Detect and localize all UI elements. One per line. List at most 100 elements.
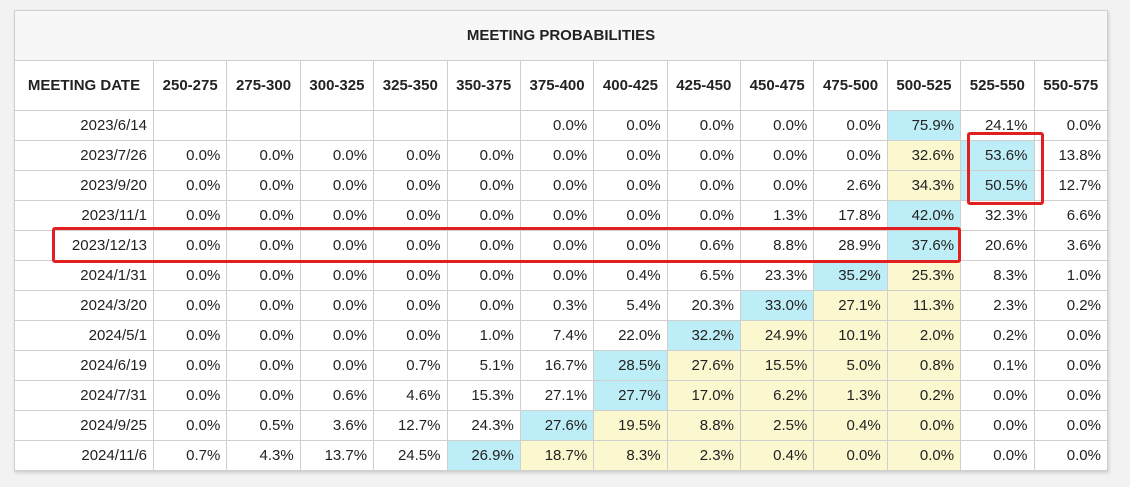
probability-cell: 15.5%	[739, 350, 815, 381]
meeting-date-cell: 2024/3/20	[14, 290, 154, 321]
probability-cell: 0.2%	[960, 320, 1035, 351]
probability-cell: 0.4%	[739, 440, 815, 471]
probability-cell: 0.0%	[813, 440, 888, 471]
probability-cell: 32.6%	[886, 140, 962, 171]
table-row: 2023/7/26 0.0% 0.0% 0.0% 0.0% 0.0% 0.0% 0.0% 0.0…	[14, 140, 1108, 171]
probability-cell: 7.4%	[519, 320, 595, 351]
header-rate-425-450: 425-450	[666, 60, 742, 111]
probability-cell: 6.6%	[1033, 200, 1108, 231]
header-rate-450-475: 450-475	[739, 60, 815, 111]
probability-cell: 11.3%	[886, 290, 962, 321]
probability-cell: 0.0%	[226, 350, 301, 381]
probability-cell: 0.0%	[813, 140, 888, 171]
probability-cell: 26.9%	[446, 440, 521, 471]
probability-cell: 0.5%	[226, 410, 301, 441]
probability-cell: 0.0%	[739, 140, 815, 171]
probability-cell: 3.6%	[299, 410, 375, 441]
probability-cell: 0.0%	[519, 110, 595, 141]
probability-cell: 5.0%	[813, 350, 888, 381]
probability-cell: 0.0%	[152, 410, 228, 441]
probability-cell: 27.1%	[519, 380, 595, 411]
probability-cell: 0.0%	[299, 140, 375, 171]
probability-cell: 0.0%	[299, 260, 375, 291]
header-rate-525-550: 525-550	[960, 60, 1035, 111]
probability-cell: 0.7%	[152, 440, 228, 471]
probability-cell: 0.0%	[446, 260, 521, 291]
probability-cell: 50.5%	[960, 170, 1035, 201]
probability-cell: 4.3%	[226, 440, 301, 471]
probability-cell: 0.0%	[152, 200, 228, 231]
probability-cell: 4.6%	[373, 380, 448, 411]
probability-cell: 37.6%	[886, 230, 962, 261]
probability-cell: 0.0%	[152, 290, 228, 321]
probability-cell: 1.3%	[813, 380, 888, 411]
meeting-date-cell: 2024/1/31	[14, 260, 154, 291]
probability-cell: 28.5%	[593, 350, 668, 381]
probability-cell: 2.0%	[886, 320, 962, 351]
probability-cell: 24.9%	[739, 320, 815, 351]
probability-cell: 27.6%	[666, 350, 742, 381]
probability-cell: 0.0%	[373, 230, 448, 261]
probability-cell: 5.4%	[593, 290, 668, 321]
probability-cell: 0.0%	[593, 110, 668, 141]
probability-cell: 0.0%	[519, 140, 595, 171]
probability-cell: 5.1%	[446, 350, 521, 381]
probability-cell: 0.0%	[299, 200, 375, 231]
probability-cell: 2.3%	[666, 440, 742, 471]
probability-cell: 0.0%	[373, 320, 448, 351]
probability-cell: 0.0%	[1033, 110, 1108, 141]
probability-cell: 1.0%	[1033, 260, 1108, 291]
probability-cell: 0.0%	[226, 230, 301, 261]
probability-cell: 24.1%	[960, 110, 1035, 141]
probability-cell: 0.0%	[152, 170, 228, 201]
probability-cell: 27.6%	[519, 410, 595, 441]
table-row: 2024/3/20 0.0% 0.0% 0.0% 0.0% 0.0% 0.3% 5.4% 20.…	[14, 290, 1108, 321]
probability-cell	[299, 110, 375, 141]
header-rate-550-575: 550-575	[1033, 60, 1108, 111]
probability-cell: 27.1%	[813, 290, 888, 321]
probability-cell: 0.1%	[960, 350, 1035, 381]
probability-cell: 0.0%	[1033, 410, 1108, 441]
header-rate-275-300: 275-300	[226, 60, 301, 111]
meeting-date-cell: 2023/11/1	[14, 200, 154, 231]
probability-cell: 0.3%	[519, 290, 595, 321]
probability-cell: 0.0%	[519, 260, 595, 291]
probability-cell: 0.0%	[739, 110, 815, 141]
probability-cell: 0.2%	[1033, 290, 1108, 321]
table-title: MEETING PROBABILITIES	[14, 10, 1108, 61]
probability-cell: 12.7%	[373, 410, 448, 441]
table-row: 2023/9/20 0.0% 0.0% 0.0% 0.0% 0.0% 0.0% 0.0% 0.0…	[14, 170, 1108, 201]
probability-cell: 0.0%	[299, 290, 375, 321]
probability-cell: 0.0%	[593, 140, 668, 171]
probability-cell: 2.5%	[739, 410, 815, 441]
probability-cell: 24.5%	[373, 440, 448, 471]
probability-cell: 20.6%	[960, 230, 1035, 261]
table-row: 2024/1/31 0.0% 0.0% 0.0% 0.0% 0.0% 0.0% 0.4% 6.5…	[14, 260, 1108, 291]
header-row: MEETING DATE 250-275 275-300 300-325 325-35…	[14, 60, 1108, 111]
probability-cell: 0.0%	[226, 260, 301, 291]
probability-cell: 12.7%	[1033, 170, 1108, 201]
probability-cell: 0.0%	[226, 320, 301, 351]
probability-cell: 42.0%	[886, 200, 962, 231]
probability-cell: 0.0%	[666, 170, 742, 201]
header-rate-400-425: 400-425	[593, 60, 668, 111]
probability-cell: 53.6%	[960, 140, 1035, 171]
probability-cell: 0.0%	[299, 320, 375, 351]
probability-cell: 0.0%	[299, 230, 375, 261]
probability-cell: 0.0%	[152, 140, 228, 171]
meeting-probabilities-panel: MEETING PROBABILITIES MEETING DATE 250-2…	[14, 10, 1108, 471]
table-row: 2024/5/1 0.0% 0.0% 0.0% 0.0% 1.0% 7.4% 22.0% 32.…	[14, 320, 1108, 351]
table-row: 2024/6/19 0.0% 0.0% 0.0% 0.7% 5.1% 16.7% 28.5% 2…	[14, 350, 1108, 381]
probability-cell: 6.5%	[666, 260, 742, 291]
header-rate-325-350: 325-350	[373, 60, 448, 111]
probability-cell: 0.0%	[446, 140, 521, 171]
probability-cell: 0.0%	[373, 140, 448, 171]
probability-cell: 1.0%	[446, 320, 521, 351]
probability-cell: 0.0%	[1033, 350, 1108, 381]
probability-cell: 25.3%	[886, 260, 962, 291]
probability-cell: 0.8%	[886, 350, 962, 381]
probability-cell: 0.0%	[152, 260, 228, 291]
probability-cell: 13.7%	[299, 440, 375, 471]
meeting-date-cell: 2024/9/25	[14, 410, 154, 441]
probability-cell: 0.0%	[666, 110, 742, 141]
